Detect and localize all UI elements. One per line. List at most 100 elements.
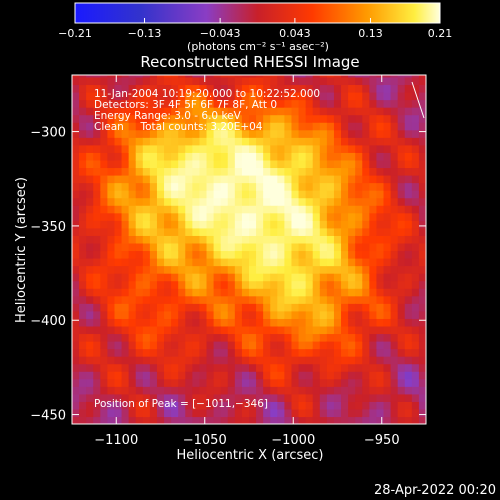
heatmap-cell bbox=[149, 227, 158, 236]
heatmap-cell bbox=[135, 190, 144, 199]
heatmap-cell bbox=[298, 340, 307, 350]
heatmap-cell bbox=[284, 91, 293, 101]
heatmap-cell bbox=[333, 190, 342, 199]
heatmap-cell bbox=[390, 99, 399, 108]
heatmap-cell bbox=[369, 84, 378, 93]
heatmap-cell bbox=[411, 257, 420, 267]
heatmap-cell bbox=[390, 75, 399, 78]
heatmap-cell bbox=[390, 288, 399, 297]
heatmap-cell bbox=[249, 99, 257, 108]
heatmap-cell bbox=[171, 356, 179, 365]
heatmap-cell bbox=[149, 356, 158, 365]
heatmap-cell bbox=[369, 340, 378, 350]
heatmap-cell bbox=[305, 340, 314, 350]
heatmap-cell bbox=[185, 310, 193, 319]
heatmap-cell bbox=[263, 325, 271, 335]
heatmap-cell bbox=[256, 76, 264, 86]
heatmap-cell bbox=[199, 340, 208, 350]
heatmap-cell bbox=[319, 129, 328, 138]
heatmap-cell bbox=[114, 288, 123, 297]
heatmap-cell bbox=[93, 137, 101, 146]
heatmap-cell bbox=[355, 393, 363, 402]
heatmap-cell bbox=[93, 235, 101, 244]
heatmap-cell bbox=[234, 273, 243, 282]
heatmap-cell bbox=[72, 348, 80, 357]
heatmap-cell bbox=[72, 84, 80, 93]
heatmap-cell bbox=[348, 91, 356, 101]
heatmap-cell bbox=[199, 295, 208, 304]
heatmap-cell bbox=[298, 107, 307, 116]
heatmap-cell bbox=[376, 167, 385, 176]
heatmap-cell bbox=[234, 325, 243, 335]
heatmap-cell bbox=[142, 288, 151, 297]
heatmap-cell bbox=[72, 303, 80, 312]
heatmap-cell bbox=[114, 84, 123, 93]
heatmap-cell bbox=[178, 363, 186, 372]
heatmap-cell bbox=[121, 295, 130, 304]
heatmap-cell bbox=[284, 363, 293, 372]
heatmap-cell bbox=[418, 182, 426, 191]
heatmap-cell bbox=[369, 235, 378, 244]
heatmap-cell bbox=[390, 356, 399, 365]
heatmap-cell bbox=[241, 348, 250, 357]
heatmap-cell bbox=[164, 273, 172, 282]
heatmap-cell bbox=[404, 416, 413, 424]
y-tick-label: −400 bbox=[30, 314, 66, 329]
heatmap-cell bbox=[298, 114, 307, 123]
heatmap-cell bbox=[404, 318, 413, 327]
heatmap-cell bbox=[128, 386, 137, 395]
heatmap-cell bbox=[213, 99, 222, 108]
heatmap-cell bbox=[390, 129, 399, 138]
heatmap-cell bbox=[383, 303, 392, 312]
heatmap-cell bbox=[79, 220, 87, 229]
heatmap-cell bbox=[404, 386, 413, 395]
heatmap-cell bbox=[213, 220, 222, 229]
heatmap-cell bbox=[263, 363, 271, 372]
heatmap-cell bbox=[397, 318, 406, 327]
heatmap-cell bbox=[355, 265, 363, 274]
heatmap-cell bbox=[305, 122, 314, 131]
heatmap-cell bbox=[128, 295, 137, 304]
heatmap-cell bbox=[326, 159, 335, 169]
heatmap-cell bbox=[149, 408, 158, 418]
heatmap-cell bbox=[100, 242, 108, 252]
y-tick-label: −350 bbox=[30, 220, 66, 235]
heatmap-cell bbox=[121, 310, 130, 319]
heatmap-cell bbox=[234, 159, 243, 169]
heatmap-cell bbox=[164, 242, 172, 252]
heatmap-cell bbox=[397, 416, 406, 424]
heatmap-cell bbox=[390, 340, 399, 350]
heatmap-cell bbox=[234, 265, 243, 274]
heatmap-cell bbox=[156, 242, 165, 252]
heatmap-cell bbox=[298, 84, 307, 93]
heatmap-cell bbox=[326, 91, 335, 101]
heatmap-cell bbox=[326, 303, 335, 312]
heatmap-cell bbox=[121, 182, 130, 191]
heatmap-cell bbox=[362, 122, 370, 131]
heatmap-cell bbox=[341, 273, 349, 282]
heatmap-cell bbox=[135, 348, 144, 357]
heatmap-cell bbox=[149, 212, 158, 221]
heatmap-cell bbox=[72, 386, 80, 395]
heatmap-cell bbox=[376, 129, 385, 138]
heatmap-cell bbox=[263, 167, 271, 176]
heatmap-cell bbox=[383, 227, 392, 236]
heatmap-cell bbox=[72, 129, 80, 138]
colorbar-tick-label: 0.043 bbox=[279, 27, 311, 40]
heatmap-cell bbox=[114, 76, 123, 86]
heatmap-cell bbox=[72, 250, 80, 259]
heatmap-cell bbox=[376, 152, 385, 161]
heatmap-cell bbox=[312, 250, 321, 259]
heatmap-cell bbox=[291, 280, 300, 289]
heatmap-cell bbox=[277, 371, 285, 380]
heatmap-cell bbox=[249, 416, 257, 424]
heatmap-cell bbox=[355, 197, 363, 206]
heatmap-cell bbox=[142, 122, 151, 131]
heatmap-cell bbox=[270, 144, 278, 153]
heatmap-cell bbox=[383, 212, 392, 221]
heatmap-cell bbox=[128, 242, 137, 252]
heatmap-cell bbox=[263, 371, 271, 380]
heatmap-cell bbox=[171, 91, 179, 101]
heatmap-cell bbox=[107, 159, 116, 169]
heatmap-cell bbox=[234, 84, 243, 93]
